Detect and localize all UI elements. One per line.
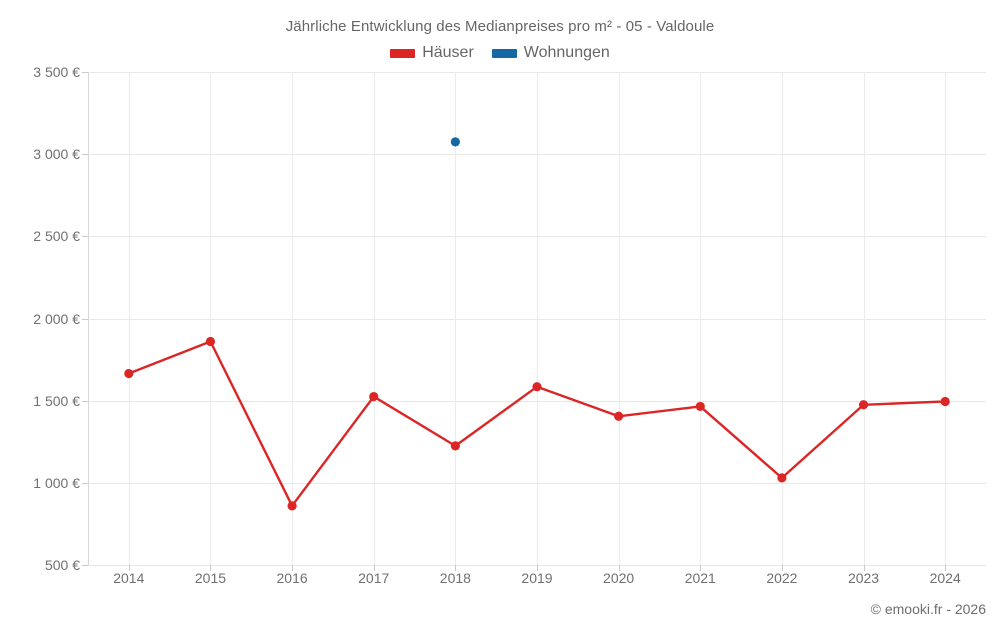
gridline-vertical	[292, 72, 294, 565]
legend-swatch-hauser	[390, 48, 416, 58]
data-point-marker[interactable]	[205, 336, 216, 347]
legend-item-hauser[interactable]: Häuser	[390, 44, 474, 62]
data-point-marker[interactable]	[369, 391, 379, 402]
data-point-marker[interactable]	[450, 137, 460, 147]
y-axis-tick-mark	[82, 565, 88, 566]
x-axis-tick-mark	[618, 565, 620, 571]
data-point-marker[interactable]	[858, 400, 869, 410]
x-axis-tick-label: 2019	[521, 570, 553, 586]
x-axis-tick-mark	[455, 565, 457, 571]
gridline-vertical	[945, 72, 947, 565]
x-axis-tick-mark	[945, 565, 947, 571]
y-axis-tick-mark	[82, 72, 88, 73]
x-axis-tick-mark	[781, 565, 783, 571]
x-axis-tick-mark	[210, 565, 212, 571]
y-axis-tick-label: 1 000 €	[33, 474, 80, 491]
x-axis-tick-label: 2023	[847, 570, 880, 586]
x-axis-tick-mark	[863, 565, 865, 571]
x-axis-tick-label: 2015	[194, 570, 227, 586]
gridline-vertical	[373, 72, 375, 565]
gridline-vertical	[210, 72, 212, 565]
chart-title: Jährliche Entwicklung des Medianpreises …	[285, 18, 715, 35]
y-axis-tick-mark	[82, 154, 88, 156]
x-axis-tick-label: 2018	[439, 570, 471, 586]
data-point-marker[interactable]	[532, 382, 542, 392]
x-axis-tick-label: 2022	[766, 570, 798, 586]
y-axis-tick-mark	[82, 318, 88, 320]
data-point-marker[interactable]	[940, 396, 950, 407]
y-axis-tick-mark	[82, 236, 88, 238]
gridline-vertical	[700, 72, 702, 565]
gridline-vertical	[863, 72, 865, 565]
x-axis-tick-label: 2016	[276, 570, 308, 586]
y-axis-line	[88, 72, 89, 565]
gridline-vertical	[537, 72, 538, 565]
x-axis-tick-label: 2017	[358, 570, 390, 586]
legend-label-hauser: Häuser	[422, 44, 474, 61]
x-axis-tick-mark	[292, 565, 294, 571]
legend-swatch-wohnungen	[491, 48, 517, 58]
series-line	[127, 340, 947, 508]
data-point-marker[interactable]	[124, 368, 134, 379]
gridline-vertical	[455, 72, 457, 565]
data-point-marker[interactable]	[614, 411, 624, 421]
x-axis-tick-mark	[700, 565, 702, 571]
y-axis-tick-label: 500 €	[44, 557, 80, 573]
y-axis-tick-mark	[82, 400, 88, 402]
x-axis-tick-label: 2020	[603, 570, 635, 586]
x-axis-tick-label: 2014	[113, 570, 145, 586]
gridline-vertical	[618, 72, 620, 565]
x-axis-tick-mark	[128, 565, 130, 571]
data-point-marker[interactable]	[450, 441, 460, 451]
x-axis-tick-mark	[373, 565, 375, 571]
x-axis-tick-mark	[537, 565, 538, 571]
data-point-marker[interactable]	[287, 501, 297, 511]
y-axis-tick-label: 2 000 €	[33, 310, 80, 327]
legend-item-wohnungen[interactable]: Wohnungen	[491, 44, 610, 62]
y-axis-tick-label: 3 500 €	[33, 64, 80, 80]
legend-label-wohnungen: Wohnungen	[523, 44, 610, 61]
data-point-marker[interactable]	[777, 473, 787, 483]
gridline-vertical	[781, 72, 783, 565]
chart-legend: Häuser Wohnungen	[0, 44, 1000, 62]
y-axis-tick-label: 3 000 €	[33, 146, 80, 163]
y-axis: 3 500 € 3 000 € 2 500 € 2 000 € 1 500 € 1 000…	[0, 0, 88, 625]
footer-credit: © emooki.fr - 2026	[870, 601, 986, 617]
x-axis-tick-label: 2024	[929, 570, 961, 586]
x-axis-tick-label: 2021	[684, 570, 716, 586]
y-axis-tick-label: 2 500 €	[33, 228, 80, 245]
data-point-marker[interactable]	[695, 401, 705, 412]
y-axis-tick-label: 1 500 €	[33, 392, 80, 409]
gridline-vertical	[128, 72, 130, 565]
y-axis-tick-mark	[82, 482, 88, 484]
